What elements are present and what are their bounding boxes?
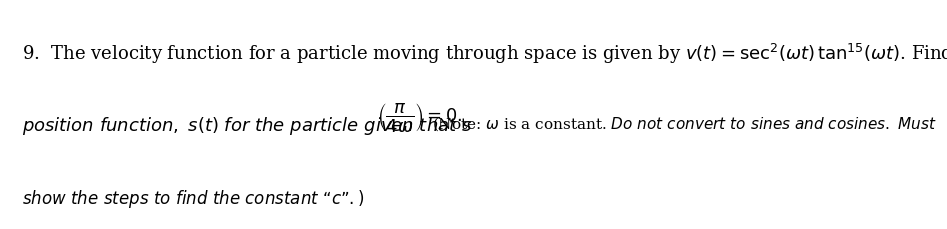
Text: $\left(\dfrac{\pi}{4\omega}\right) = 0.$: $\left(\dfrac{\pi}{4\omega}\right) = 0.$ <box>377 101 463 134</box>
Text: 9.  The velocity function for a particle moving through space is given by $v(t) : 9. The velocity function for a particle … <box>22 42 947 66</box>
Text: $\it{show\ the\ steps\ to\ find\ the\ constant\ \textquotedblleft c\textquotedbl: $\it{show\ the\ steps\ to\ find\ the\ co… <box>22 187 365 209</box>
Text: $\it{position\ function,}$ $\mathit{s(t)}$ $\it{for\ the\ particle\ given\ that\: $\it{position\ function,}$ $\mathit{s(t)… <box>22 114 473 136</box>
Text: (Note: $\omega$ is a constant. $\it{Do\ not\ convert\ to\ sines\ and\ cosines.\ : (Note: $\omega$ is a constant. $\it{Do\ … <box>432 114 938 132</box>
